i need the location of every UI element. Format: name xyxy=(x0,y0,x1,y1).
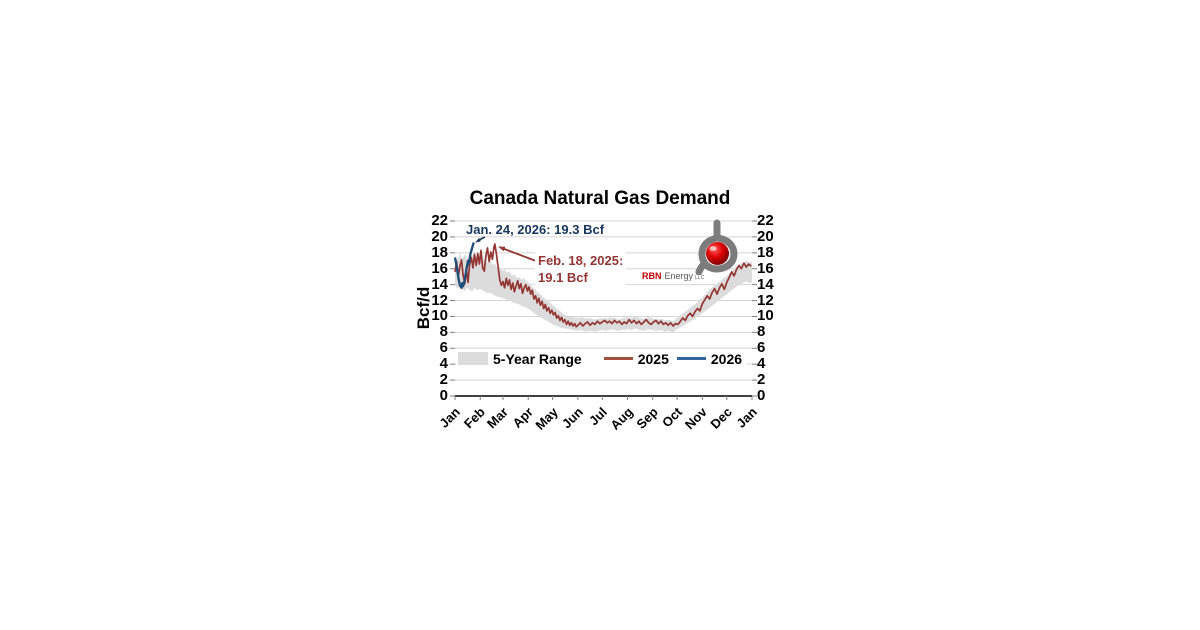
y-tick-label-left-4: 4 xyxy=(439,355,448,373)
y-tick-label-right-8: 8 xyxy=(757,323,766,341)
annotation-2025-arrowhead xyxy=(498,246,506,252)
y-tick-label-left-0: 0 xyxy=(439,387,448,404)
y-tick-label-left-10: 10 xyxy=(431,307,448,325)
annotation-2025-line1: Feb. 18, 2025: xyxy=(538,253,624,268)
y-tick-label-left-2: 2 xyxy=(439,371,448,389)
rbn-logo-icon xyxy=(695,219,738,275)
rbn-logo-text-rbn: RBN xyxy=(642,271,662,281)
legend-swatch-2026 xyxy=(676,357,706,360)
y-tick-label-left-8: 8 xyxy=(439,323,448,341)
annotation-2026-arrow xyxy=(478,236,486,241)
y-tick-label-right-6: 6 xyxy=(757,339,766,357)
y-tick-label-left-16: 16 xyxy=(431,259,448,277)
rbn-logo-text-energy: Energy xyxy=(664,271,694,281)
annotation-2025-line2: 19.1 Bcf xyxy=(538,270,588,285)
rbn-energy-logo: RBN Energy LLC xyxy=(640,219,750,284)
y-tick-label-left-18: 18 xyxy=(431,243,448,261)
y-tick-label-left-20: 20 xyxy=(431,227,448,245)
legend-label-5-year-range: 5-Year Range xyxy=(493,350,582,367)
plot-area xyxy=(450,220,757,400)
annotation-2025-peak: Feb. 18, 2025: 19.1 Bcf xyxy=(535,252,627,286)
y-tick-label-right-12: 12 xyxy=(757,291,774,309)
y-tick-label-right-20: 20 xyxy=(757,227,774,245)
y-tick-label-right-0: 0 xyxy=(757,387,766,404)
y-tick-label-right-14: 14 xyxy=(757,275,774,293)
y-tick-label-right-4: 4 xyxy=(757,355,766,373)
chart-title: Canada Natural Gas Demand xyxy=(469,188,731,209)
chart-legend: 5-Year Range 2025 2026 xyxy=(456,349,748,368)
y-tick-label-left-14: 14 xyxy=(431,275,448,293)
y-tick-label-right-10: 10 xyxy=(757,307,774,325)
series-2026-line xyxy=(453,242,475,289)
rbn-logo-wordmark: RBN Energy LLC xyxy=(642,266,704,284)
y-tick-label-right-16: 16 xyxy=(757,259,774,277)
series-2025-line xyxy=(454,243,752,328)
legend-swatch-5-year-range xyxy=(458,352,488,365)
annotation-2026-peak: Jan. 24, 2026: 19.3 Bcf xyxy=(466,222,605,237)
y-tick-label-right-2: 2 xyxy=(757,371,766,389)
y-tick-label-left-6: 6 xyxy=(439,339,448,357)
annotation-2025-arrow xyxy=(502,247,537,262)
rbn-logo-text-llc: LLC xyxy=(695,275,705,281)
y-tick-label-left-12: 12 xyxy=(431,291,448,309)
y-tick-label-left-22: 22 xyxy=(431,212,448,229)
legend-swatch-2025 xyxy=(603,357,633,360)
legend-label-2025: 2025 xyxy=(637,350,669,367)
y-tick-label-right-18: 18 xyxy=(757,243,774,261)
annotation-2026-arrowhead xyxy=(475,238,481,243)
y-tick-label-right-22: 22 xyxy=(757,212,774,229)
legend-label-2026: 2026 xyxy=(710,350,743,367)
